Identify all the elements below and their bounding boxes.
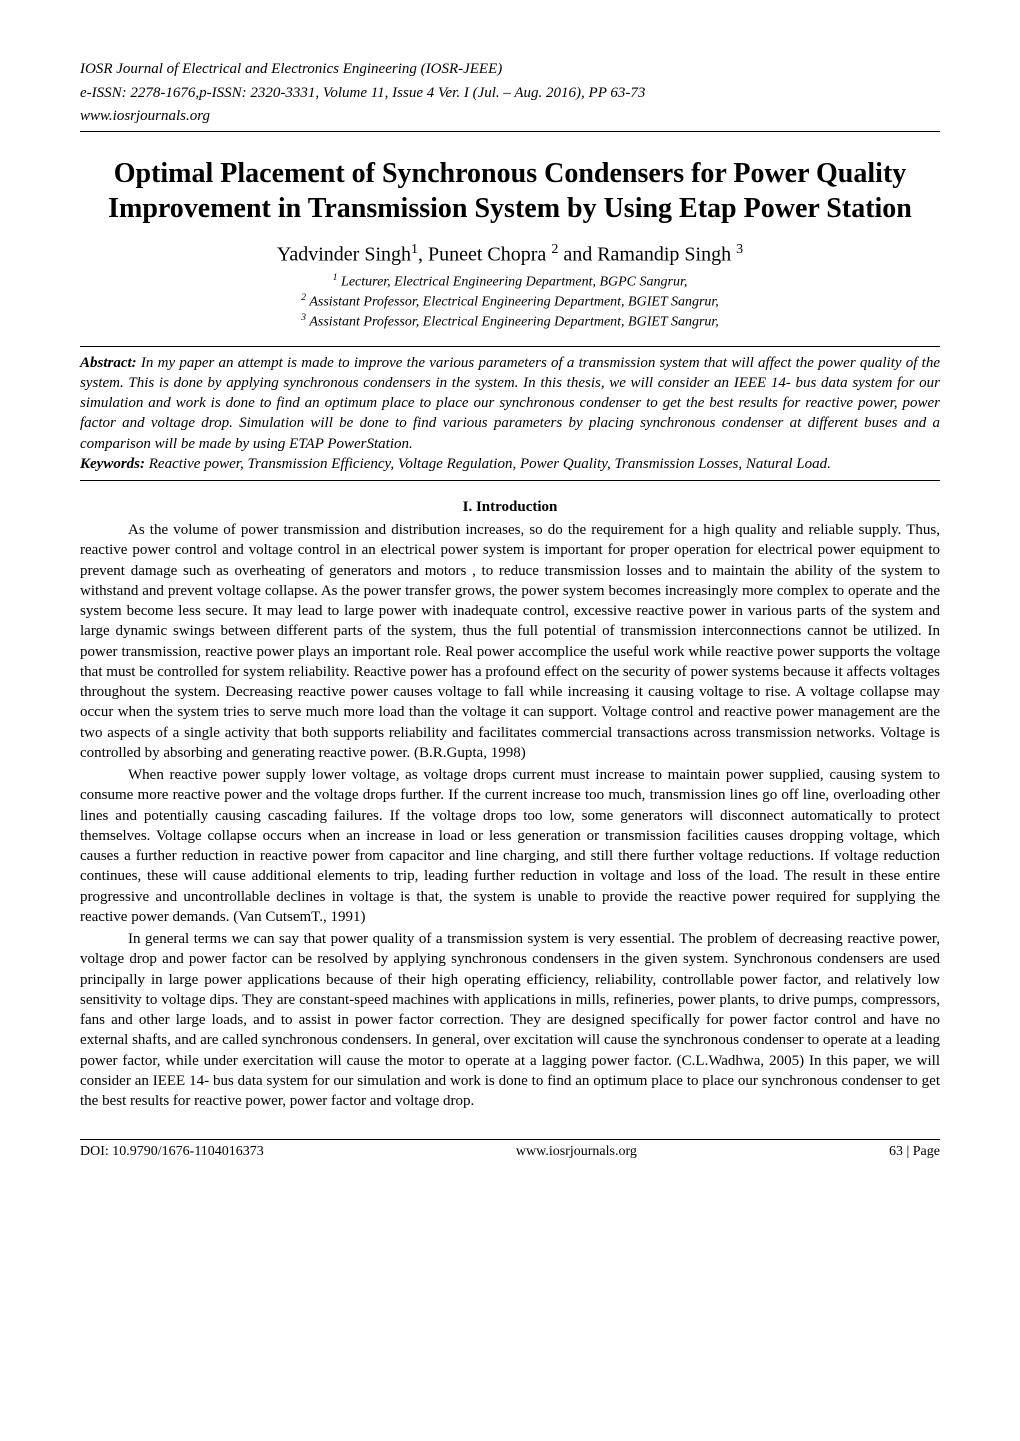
author-1-sup: 1 [411, 242, 418, 257]
section-1-heading: I. Introduction [80, 499, 940, 516]
intro-paragraph-3: In general terms we can say that power q… [80, 929, 940, 1111]
journal-issn: e-ISSN: 2278-1676,p-ISSN: 2320-3331, Vol… [80, 84, 940, 104]
keywords-label: Keywords: [80, 456, 145, 472]
footer-site: www.iosrjournals.org [516, 1144, 637, 1160]
footer-doi: DOI: 10.9790/1676-1104016373 [80, 1144, 264, 1160]
intro-paragraph-1: As the volume of power transmission and … [80, 520, 940, 763]
header-rule [80, 131, 940, 132]
paper-title: Optimal Placement of Synchronous Condens… [80, 156, 940, 226]
affiliation-2: 2 Assistant Professor, Electrical Engine… [80, 292, 940, 312]
affiliation-3-text: Assistant Professor, Electrical Engineer… [306, 315, 719, 330]
footer-page: 63 | Page [889, 1144, 940, 1160]
affiliation-3: 3 Assistant Professor, Electrical Engine… [80, 312, 940, 332]
abstract-row: Abstract: In my paper an attempt is made… [80, 353, 940, 454]
author-3-sup: 3 [736, 242, 743, 257]
abstract-label: Abstract: [80, 355, 137, 371]
abstract-text: In my paper an attempt is made to improv… [80, 355, 940, 452]
author-sep-2: and Ramandip Singh [558, 243, 736, 265]
keywords-text: Reactive power, Transmission Efficiency,… [145, 456, 831, 472]
page-footer: DOI: 10.9790/1676-1104016373 www.iosrjou… [80, 1139, 940, 1160]
keywords-row: Keywords: Reactive power, Transmission E… [80, 454, 940, 474]
authors-line: Yadvinder Singh1, Puneet Chopra 2 and Ra… [80, 242, 940, 267]
abstract-block: Abstract: In my paper an attempt is made… [80, 346, 940, 482]
journal-name: IOSR Journal of Electrical and Electroni… [80, 60, 940, 80]
affiliation-1-text: Lecturer, Electrical Engineering Departm… [338, 275, 688, 290]
affiliation-1: 1 Lecturer, Electrical Engineering Depar… [80, 272, 940, 292]
affiliation-2-text: Assistant Professor, Electrical Engineer… [306, 295, 719, 310]
affiliations: 1 Lecturer, Electrical Engineering Depar… [80, 272, 940, 332]
intro-paragraph-2: When reactive power supply lower voltage… [80, 765, 940, 927]
journal-site: www.iosrjournals.org [80, 107, 940, 127]
author-sep-1: , Puneet Chopra [418, 243, 551, 265]
journal-header: IOSR Journal of Electrical and Electroni… [80, 60, 940, 127]
author-1: Yadvinder Singh [277, 243, 411, 265]
